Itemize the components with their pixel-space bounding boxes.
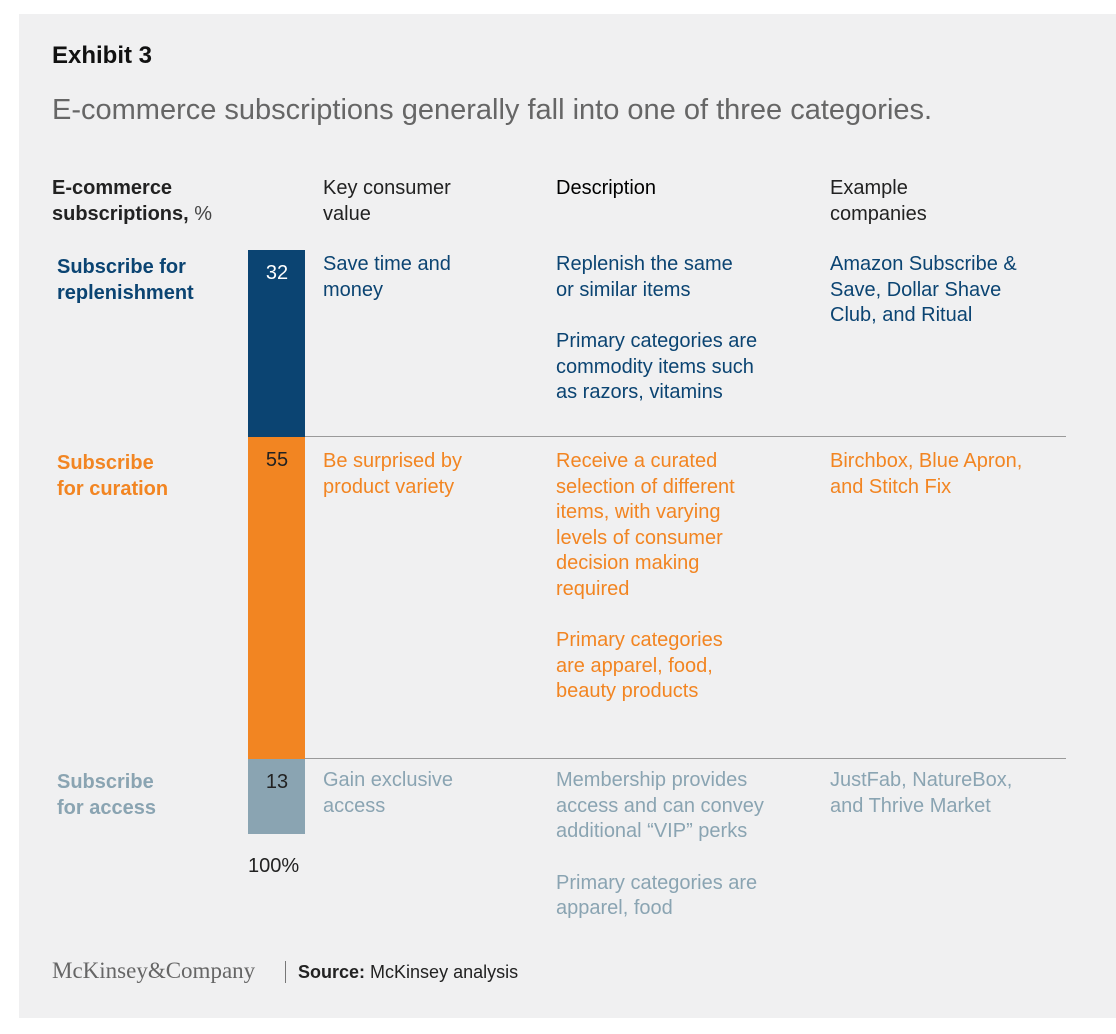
text-line: commodity items such — [556, 355, 754, 378]
column-header-examples-line: companies — [830, 203, 927, 225]
row-separator — [305, 758, 1066, 759]
text-line: Membership provides — [556, 769, 748, 791]
examples-access: JustFab, NatureBox, and Thrive Market — [830, 768, 1012, 819]
key-value-curation: Be surprised by product variety — [323, 449, 462, 500]
text-line: additional “VIP” perks — [556, 820, 748, 842]
bar-segment — [248, 759, 305, 834]
text-line: Primary categories are — [556, 330, 758, 352]
text-line: are apparel, food, — [556, 654, 713, 677]
text-line: as razors, vitamins — [556, 381, 723, 403]
description-curation: Receive a curated selection of different… — [556, 449, 735, 705]
description-access: Membership provides access and can conve… — [556, 768, 764, 922]
text-line: items, with varying — [556, 501, 721, 523]
row-label-curation: Subscribe for curation — [57, 451, 168, 502]
text-line: Receive a curated — [556, 450, 718, 472]
text-line: Save, Dollar Shave — [830, 278, 1002, 301]
row-label-line: Subscribe — [57, 771, 154, 793]
text-line: Birchbox, Blue Apron, — [830, 450, 1023, 472]
row-label-access: Subscribe for access — [57, 770, 156, 821]
bar-segment — [248, 437, 305, 759]
text-line: JustFab, NatureBox, — [830, 769, 1013, 791]
bar-total-label: 100% — [248, 855, 300, 877]
bar-segment — [248, 250, 305, 437]
source-note: Source: McKinsey analysis — [298, 962, 518, 983]
column-header-subscriptions: E-commerce subscriptions, % — [52, 175, 212, 227]
text-line: apparel, food — [556, 897, 673, 919]
text-line: access — [323, 794, 386, 817]
examples-curation: Birchbox, Blue Apron, and Stitch Fix — [830, 449, 1022, 500]
text-line: beauty products — [556, 680, 699, 702]
key-value-access: Gain exclusive access — [323, 768, 453, 819]
key-value-replenishment: Save time and money — [323, 252, 451, 303]
percent-unit: % — [188, 203, 213, 225]
row-label-line: Subscribe for — [57, 256, 186, 278]
text-line: Primary categories — [556, 629, 723, 651]
description-replenishment: Replenish the same or similar items Prim… — [556, 252, 757, 406]
text-line: Club, and Ritual — [830, 304, 973, 326]
text-line: product variety — [323, 475, 455, 498]
bar-value-label: 55 — [265, 449, 289, 471]
text-line: decision making — [556, 552, 700, 574]
source-label: Source: — [298, 962, 366, 982]
column-header-examples-line: Example — [830, 177, 908, 199]
text-line: Gain exclusive — [323, 769, 454, 791]
column-header-key-value: Key consumer value — [323, 175, 451, 227]
text-line: Primary categories are — [556, 871, 758, 894]
column-header-description: Description — [556, 177, 657, 199]
text-line: access and can convey — [556, 794, 764, 817]
footer-divider — [285, 961, 286, 983]
exhibit-title: E-commerce subscriptions generally fall … — [52, 94, 933, 126]
row-separator — [305, 436, 1066, 437]
text-line: Replenish the same — [556, 253, 733, 275]
text-line: required — [556, 577, 630, 600]
mckinsey-logo: McKinsey&Company — [52, 958, 256, 983]
column-header-key-value-line: value — [323, 203, 371, 225]
exhibit-panel — [19, 14, 1116, 1018]
text-line: levels of consumer — [556, 526, 723, 549]
source-text: McKinsey analysis — [370, 962, 519, 982]
column-header-subscriptions-line: E-commerce — [52, 177, 173, 199]
text-line: and Thrive Market — [830, 794, 991, 817]
column-header-examples: Example companies — [830, 175, 927, 227]
text-line: Save time and — [323, 253, 451, 275]
text-line: Be surprised by — [323, 450, 462, 472]
column-header-subscriptions-line: subscriptions, % — [52, 203, 213, 225]
row-label-line: for curation — [57, 477, 169, 500]
row-label-replenishment: Subscribe for replenishment — [57, 255, 194, 306]
column-header-key-value-line: Key consumer — [323, 177, 451, 199]
bar-value-label: 32 — [265, 262, 289, 284]
text-line: Amazon Subscribe & — [830, 253, 1017, 275]
text-line: or similar items — [556, 278, 691, 301]
text-line: money — [323, 278, 384, 301]
bar-value-label: 13 — [265, 771, 289, 793]
row-label-line: for access — [57, 796, 156, 819]
row-label-line: replenishment — [57, 281, 194, 304]
exhibit-number: Exhibit 3 — [52, 42, 153, 69]
text-line: selection of different — [556, 475, 735, 498]
text-line: and Stitch Fix — [830, 475, 952, 498]
examples-replenishment: Amazon Subscribe & Save, Dollar Shave Cl… — [830, 252, 1017, 329]
row-label-line: Subscribe — [57, 452, 154, 474]
